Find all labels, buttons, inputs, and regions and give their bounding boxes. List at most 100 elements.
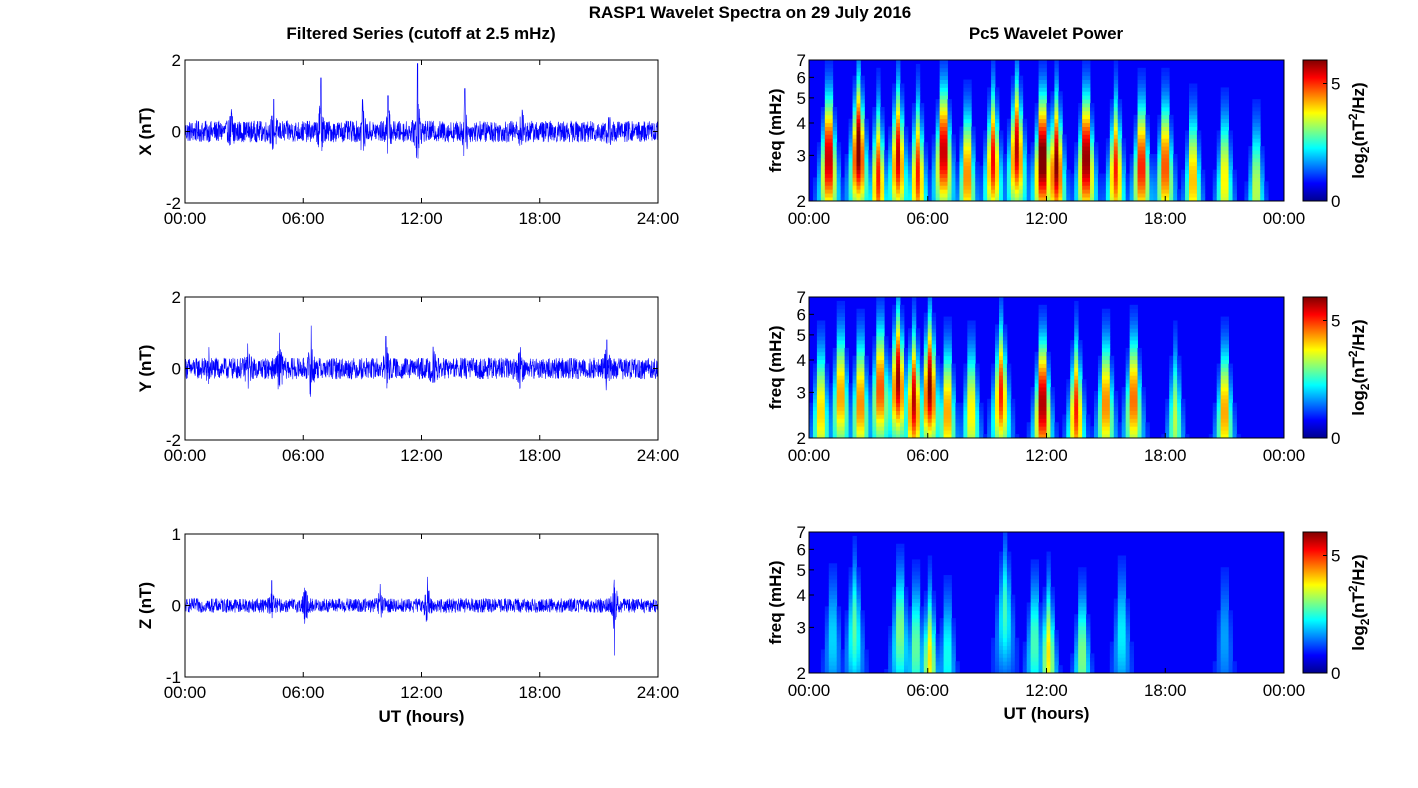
heatmap-cell bbox=[836, 193, 842, 198]
heatmap-cell bbox=[995, 371, 1000, 376]
heatmap-cell bbox=[919, 138, 925, 143]
heatmap-cell bbox=[979, 189, 984, 194]
heatmap-cell bbox=[900, 387, 905, 392]
heatmap-cell bbox=[975, 391, 980, 396]
heatmap-cell bbox=[1082, 394, 1087, 400]
heatmap-cell bbox=[1042, 138, 1047, 143]
heatmap-cell bbox=[991, 130, 996, 135]
heatmap-cell bbox=[896, 402, 901, 408]
heatmap-cell bbox=[1070, 422, 1075, 427]
heatmap-cell bbox=[1014, 434, 1020, 439]
heatmap-cell bbox=[1189, 177, 1194, 182]
heatmap-cell bbox=[884, 434, 889, 439]
heatmap-cell bbox=[1129, 165, 1134, 171]
heatmap-cell bbox=[963, 157, 968, 163]
heatmap-cell bbox=[900, 161, 905, 167]
heatmap-cell bbox=[832, 359, 838, 364]
heatmap-cell bbox=[935, 387, 941, 392]
heatmap-cell bbox=[860, 83, 865, 88]
heatmap-cell bbox=[892, 594, 897, 599]
heatmap-cell bbox=[868, 185, 873, 190]
heatmap-cell bbox=[923, 351, 929, 357]
heatmap-cell bbox=[892, 641, 897, 646]
heatmap-cell bbox=[1117, 150, 1123, 155]
heatmap-cell bbox=[999, 422, 1004, 427]
heatmap-cell bbox=[1121, 434, 1127, 439]
heatmap-cell bbox=[1066, 406, 1071, 411]
heatmap-cell bbox=[828, 154, 834, 159]
heatmap-cell bbox=[824, 391, 830, 396]
heatmap-cell bbox=[1125, 391, 1131, 396]
heatmap-cell bbox=[987, 118, 992, 124]
heatmap-cell bbox=[904, 602, 909, 607]
heatmap-cell bbox=[1117, 99, 1123, 104]
heatmap-cell bbox=[919, 387, 925, 392]
heatmap-cell bbox=[923, 371, 929, 376]
heatmap-cell bbox=[947, 126, 952, 131]
heatmap-cell bbox=[820, 414, 826, 419]
heatmap-cell bbox=[983, 146, 988, 151]
heatmap-cell bbox=[1010, 173, 1016, 178]
heatmap-cell bbox=[1181, 422, 1186, 427]
heatmap-cell bbox=[864, 359, 869, 364]
heatmap-cell bbox=[1078, 157, 1083, 163]
heatmap-cell bbox=[1157, 169, 1162, 174]
heatmap-cell bbox=[1078, 173, 1083, 178]
heatmap-cell bbox=[983, 434, 988, 439]
heatmap-cell bbox=[959, 154, 964, 159]
heatmap-cell bbox=[915, 351, 921, 357]
heatmap-cell bbox=[884, 363, 889, 368]
heatmap-cell bbox=[915, 103, 921, 108]
heatmap-cell bbox=[1137, 406, 1142, 411]
heatmap-cell bbox=[1177, 359, 1182, 364]
heatmap-cell bbox=[1129, 324, 1134, 329]
heatmap-cell bbox=[1125, 394, 1131, 400]
heatmap-cell bbox=[1046, 122, 1051, 127]
heatmap-cell bbox=[919, 110, 925, 116]
heatmap-cell bbox=[852, 661, 857, 666]
heatmap-cell bbox=[896, 434, 901, 439]
heatmap-cell bbox=[1002, 351, 1008, 357]
heatmap-cell bbox=[860, 138, 865, 143]
heatmap-cell bbox=[1121, 146, 1127, 151]
heatmap-cell bbox=[931, 351, 937, 357]
heatmap-cell bbox=[840, 375, 846, 380]
heatmap-cell bbox=[963, 142, 968, 147]
heatmap-cell bbox=[923, 173, 929, 178]
heatmap-cell bbox=[1228, 402, 1233, 408]
heatmap-cell bbox=[931, 173, 937, 178]
heatmap-cell bbox=[1042, 347, 1047, 353]
heatmap-cell bbox=[1161, 189, 1166, 194]
heatmap-cell bbox=[927, 300, 933, 306]
heatmap-cell bbox=[868, 398, 873, 404]
heatmap-cell bbox=[1066, 185, 1071, 190]
heatmap-cell bbox=[963, 83, 968, 88]
heatmap-cell bbox=[1097, 387, 1103, 392]
heatmap-cell bbox=[872, 418, 877, 423]
heatmap-cell bbox=[836, 614, 842, 619]
heatmap-cell bbox=[1220, 410, 1226, 415]
heatmap-cell bbox=[828, 173, 834, 178]
heatmap-cell bbox=[931, 320, 937, 325]
heatmap-cell bbox=[848, 665, 853, 670]
heatmap-cell bbox=[1137, 150, 1142, 155]
heatmap-cell bbox=[1050, 197, 1055, 202]
heatmap-cell bbox=[1141, 418, 1146, 423]
heatmap-cell bbox=[995, 138, 1000, 143]
heatmap-cell bbox=[1002, 394, 1008, 400]
heatmap-cell bbox=[832, 394, 838, 400]
heatmap-cell bbox=[824, 67, 830, 73]
heatmap-cell bbox=[971, 332, 976, 337]
heatmap-cell bbox=[1125, 367, 1131, 372]
heatmap-cell bbox=[900, 379, 905, 384]
heatmap-cell bbox=[1078, 189, 1083, 194]
heatmap-cell bbox=[904, 629, 909, 635]
heatmap-cell bbox=[1228, 387, 1233, 392]
heatmap-cell bbox=[1196, 146, 1202, 151]
heatmap-cell bbox=[1129, 177, 1134, 182]
heatmap-cell bbox=[1165, 422, 1170, 427]
heatmap-cell bbox=[923, 177, 929, 182]
heatmap-cell bbox=[999, 363, 1004, 368]
heatmap-cell bbox=[1137, 154, 1142, 159]
heatmap-cell bbox=[832, 649, 838, 654]
